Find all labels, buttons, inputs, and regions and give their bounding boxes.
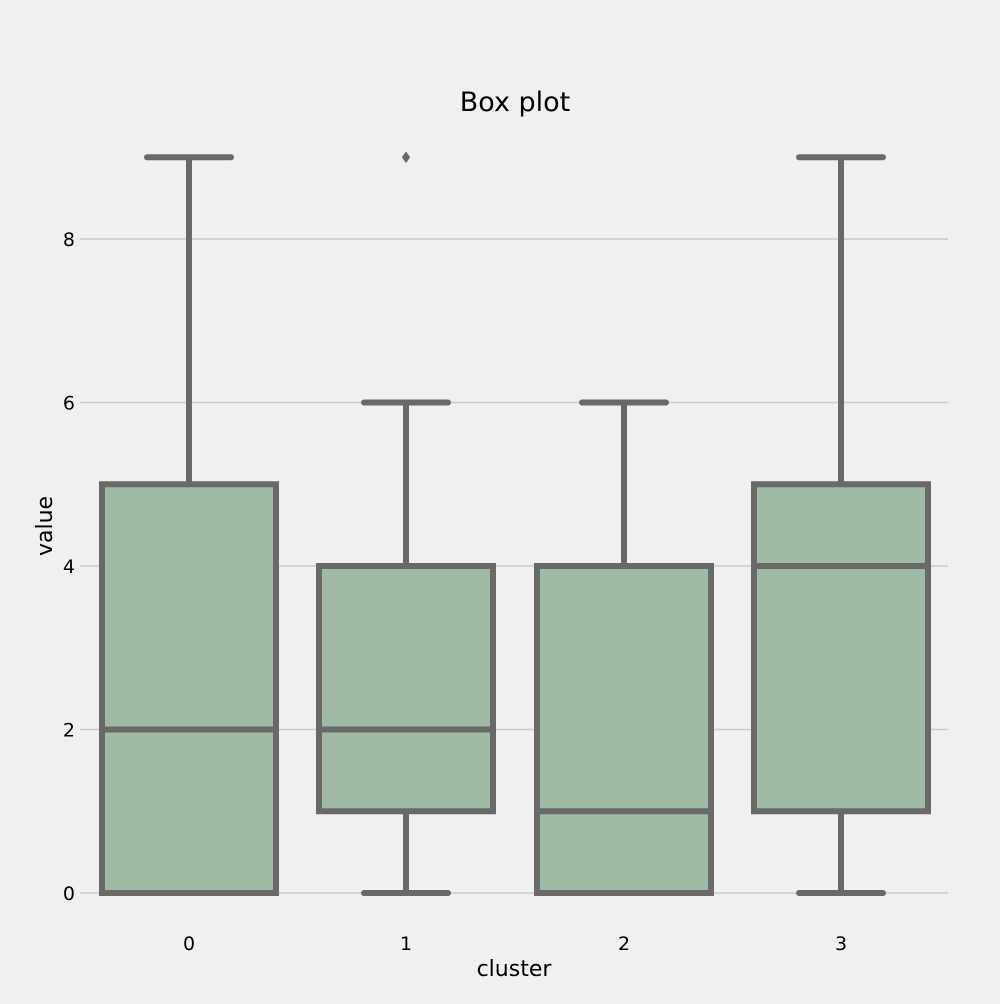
y-tick-label: 4 [63,556,75,578]
x-tick-label: 0 [183,933,195,955]
box-group-0 [99,154,279,896]
boxes [99,151,931,896]
y-tick-label: 2 [63,720,75,742]
box-iqr [751,481,931,815]
box-iqr [316,563,496,815]
y-axis-label: value [33,496,58,556]
x-tick-label: 2 [618,933,630,955]
box-group-2 [534,399,714,896]
outlier-point [401,151,411,164]
axis-ticks: 0 2 4 6 8 0 1 2 3 [63,229,847,955]
chart-title: Box plot [460,87,571,118]
box-group-1 [316,151,496,896]
box-iqr [534,563,714,896]
x-tick-label: 1 [400,933,412,955]
y-tick-label: 0 [63,883,75,905]
box-iqr [99,481,279,896]
x-tick-label: 3 [835,933,847,955]
y-tick-label: 8 [63,229,75,251]
box-group-3 [751,154,931,896]
y-tick-label: 6 [63,393,75,415]
x-axis-label: cluster [477,957,553,982]
